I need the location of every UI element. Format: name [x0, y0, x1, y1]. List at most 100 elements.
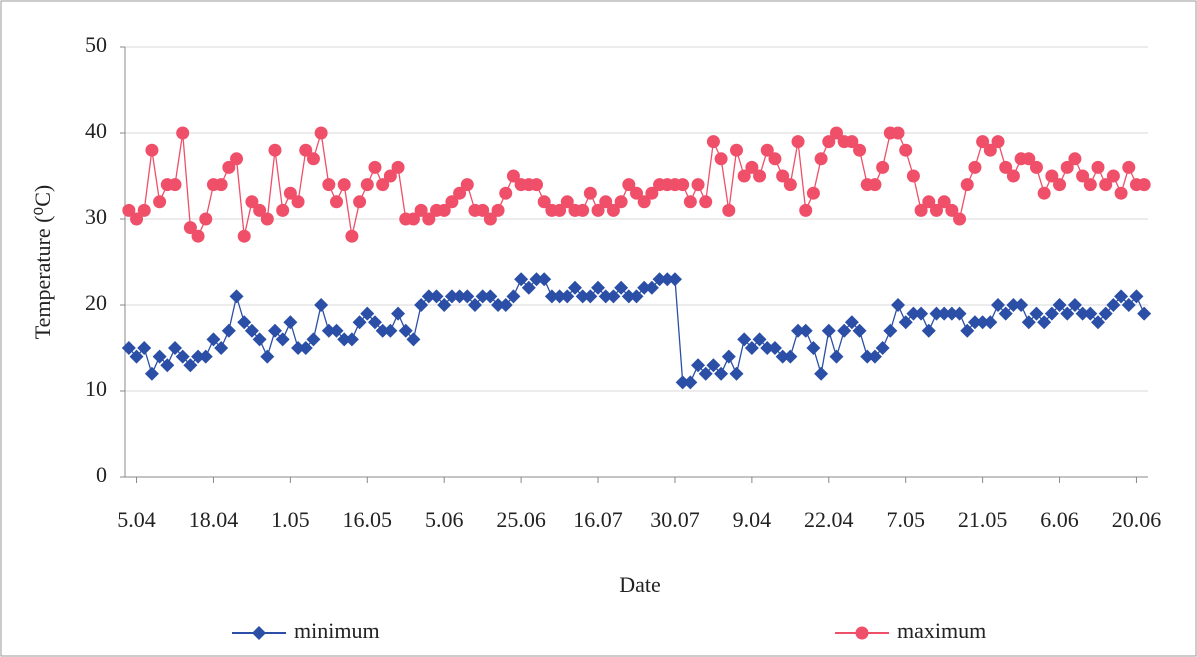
data-point: [130, 212, 144, 226]
data-point: [975, 315, 990, 330]
data-point: [583, 186, 597, 200]
data-point: [275, 332, 290, 347]
data-point: [321, 323, 336, 338]
data-point: [506, 169, 520, 183]
x-tick-label: 22.04: [804, 507, 854, 532]
data-point: [929, 203, 943, 217]
data-point: [353, 195, 367, 209]
data-point: [1060, 160, 1074, 174]
data-point: [1068, 152, 1082, 166]
data-point: [252, 332, 267, 347]
data-point: [222, 160, 236, 174]
data-point: [721, 349, 736, 364]
data-point: [144, 366, 159, 381]
data-point: [322, 178, 336, 192]
x-tick-label: 16.05: [343, 507, 393, 532]
data-point: [914, 306, 929, 321]
data-point: [291, 341, 306, 355]
data-point: [714, 152, 728, 166]
data-point: [637, 280, 652, 295]
data-point: [376, 178, 390, 192]
data-point: [983, 143, 997, 157]
data-point: [291, 195, 305, 209]
data-point: [968, 160, 982, 174]
data-point: [606, 203, 620, 217]
data-point: [676, 178, 690, 192]
data-point: [575, 289, 590, 304]
data-point: [329, 323, 344, 338]
data-point: [783, 178, 797, 192]
data-point: [614, 280, 629, 295]
data-point: [622, 178, 636, 192]
data-point: [706, 358, 721, 373]
data-point: [629, 289, 644, 304]
data-point: [867, 349, 882, 364]
data-point: [383, 169, 397, 183]
data-point: [953, 212, 967, 226]
data-point: [753, 169, 767, 183]
data-point: [837, 323, 852, 338]
data-point: [822, 135, 836, 149]
data-point: [1122, 160, 1136, 174]
data-point: [691, 358, 706, 373]
y-tick-label: 0: [96, 462, 107, 487]
data-point: [983, 315, 998, 330]
data-point: [998, 306, 1013, 321]
data-point: [876, 160, 890, 174]
data-point: [1045, 169, 1059, 183]
x-tick-label: 16.07: [573, 507, 623, 532]
y-tick-label: 20: [85, 290, 107, 315]
data-point: [906, 306, 921, 321]
data-point: [1021, 315, 1036, 330]
x-tick-label: 21.05: [958, 507, 1008, 532]
data-point: [914, 203, 928, 217]
data-point: [330, 195, 344, 209]
data-point: [683, 195, 697, 209]
data-point: [1091, 315, 1106, 330]
x-axis-label: Date: [619, 572, 661, 597]
data-point: [152, 349, 167, 364]
data-point: [267, 323, 282, 338]
data-point: [744, 341, 759, 355]
data-point: [960, 178, 974, 192]
data-point: [776, 169, 790, 183]
data-point: [483, 212, 497, 226]
data-point: [645, 186, 659, 200]
x-tick-label: 30.07: [650, 507, 700, 532]
data-point: [398, 323, 413, 338]
data-point: [167, 341, 182, 355]
data-point: [1053, 178, 1067, 192]
data-point: [729, 143, 743, 157]
data-point: [245, 195, 259, 209]
data-point: [198, 349, 213, 364]
data-point: [299, 143, 313, 157]
data-point: [691, 178, 705, 192]
data-point: [598, 289, 613, 304]
data-point: [452, 289, 467, 304]
data-point: [560, 289, 575, 304]
data-point: [768, 152, 782, 166]
data-point: [206, 332, 221, 347]
data-point: [644, 280, 659, 295]
data-point: [1099, 178, 1113, 192]
data-point: [137, 341, 152, 355]
data-point: [944, 306, 959, 321]
data-point: [367, 315, 382, 330]
data-point: [630, 186, 643, 200]
data-point: [298, 341, 313, 355]
data-point: [406, 212, 420, 226]
x-tick-label: 18.04: [189, 507, 239, 532]
data-point: [667, 272, 682, 287]
data-point: [606, 289, 621, 304]
data-point: [737, 332, 752, 347]
data-point: [1091, 160, 1105, 174]
data-point: [1106, 298, 1121, 312]
data-point: [637, 195, 651, 209]
data-point: [1106, 169, 1120, 183]
data-point: [706, 135, 720, 149]
data-point: [1006, 298, 1021, 312]
data-point: [391, 160, 405, 174]
data-point: [1029, 306, 1044, 321]
